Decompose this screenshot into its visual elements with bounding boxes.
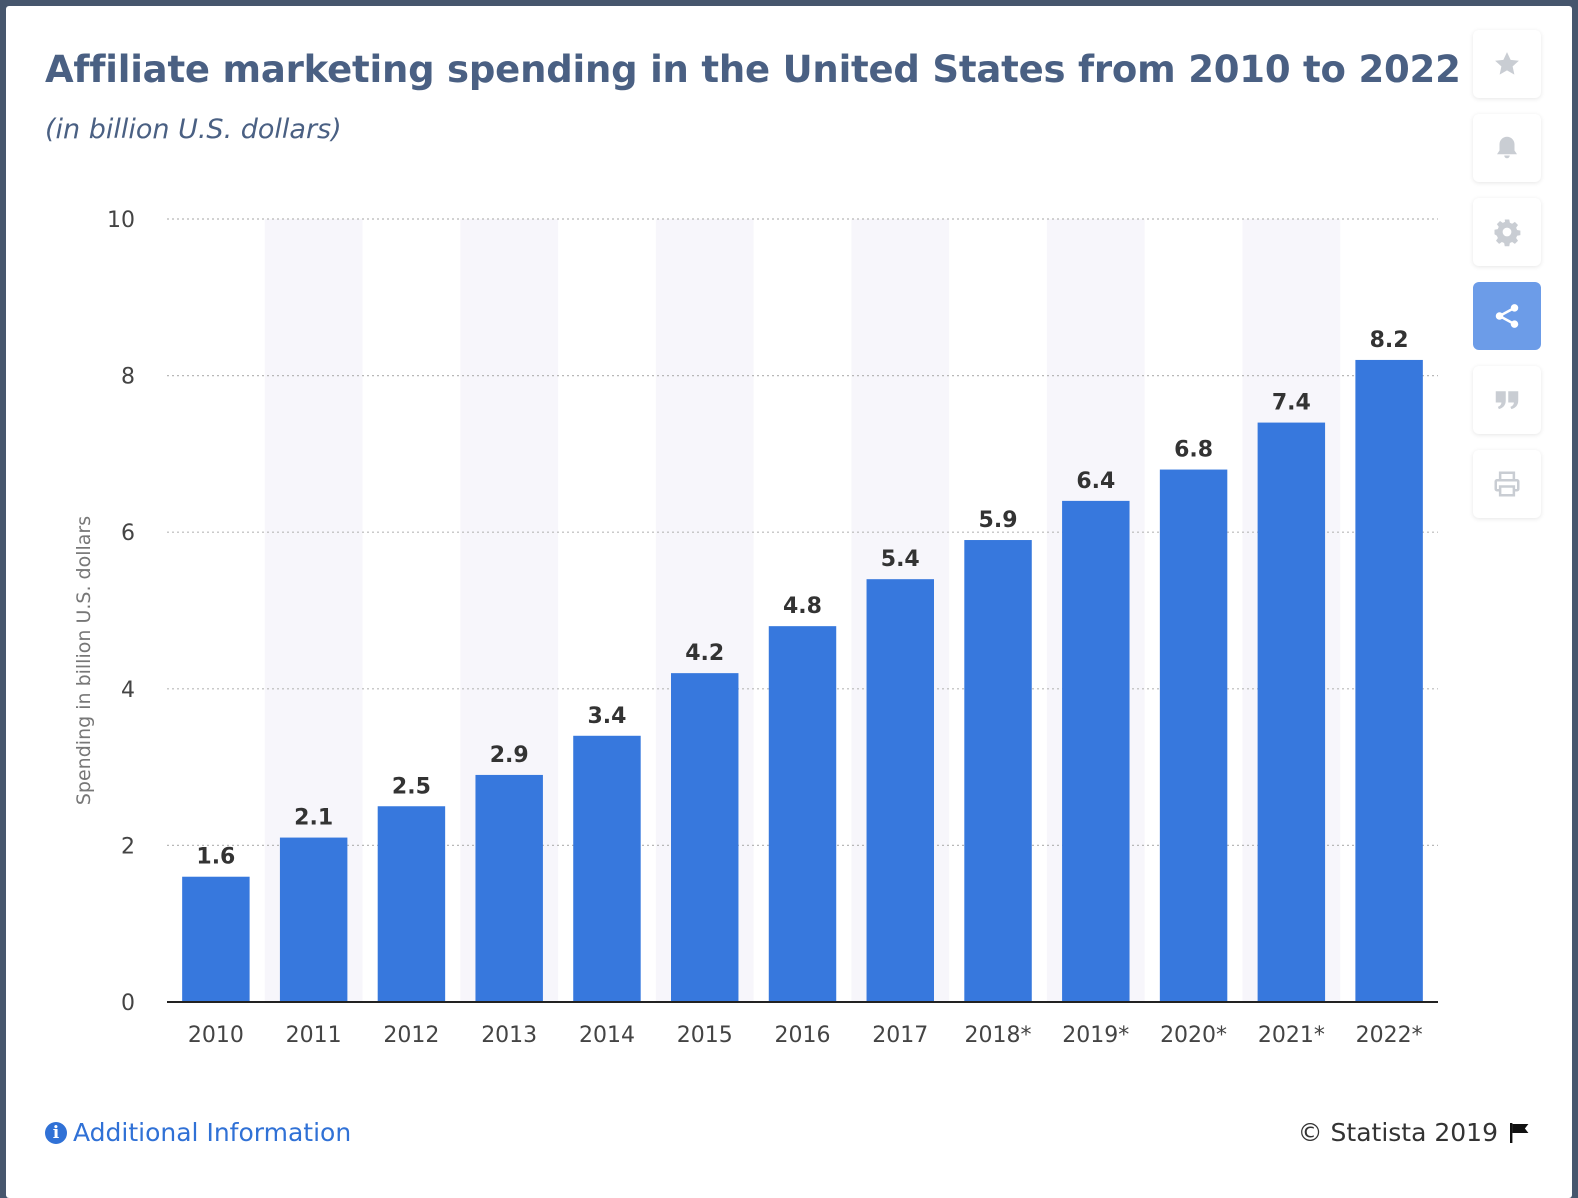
y-tick-label: 2 (121, 834, 135, 859)
x-tick-label: 2010 (188, 1023, 244, 1048)
bar (1062, 500, 1130, 1002)
data-label: 2.5 (392, 774, 431, 799)
bar (964, 540, 1032, 1002)
settings-button[interactable] (1473, 198, 1541, 266)
bar-chart: 0 2 4 6 8 10 Spending in billion U.S. dollars 1… (73, 208, 1438, 1048)
y-axis-label: Spending in billion U.S. dollars (73, 516, 95, 805)
x-tick-label: 2020* (1160, 1023, 1227, 1048)
x-tick-label: 2016 (775, 1023, 831, 1048)
chart-card: Affiliate marketing spending in the Unit… (6, 6, 1572, 1198)
share-icon (1495, 304, 1519, 328)
bar (475, 774, 543, 1002)
data-label: 6.4 (1076, 469, 1115, 494)
bar (279, 837, 348, 1002)
print-button[interactable] (1473, 450, 1541, 518)
x-tick-label: 2017 (872, 1023, 928, 1048)
bar (671, 673, 739, 1002)
x-tick-label: 2021* (1258, 1023, 1325, 1048)
x-tick-label: 2019* (1062, 1023, 1129, 1048)
data-label: 6.8 (1174, 438, 1213, 463)
bell-icon (1497, 136, 1517, 159)
copyright-text: © Statista 2019 (1297, 1118, 1498, 1147)
y-tick-label: 4 (121, 678, 135, 703)
additional-information-label: Additional Information (73, 1118, 352, 1147)
y-tick-label: 8 (121, 365, 135, 390)
x-tick-label: 2014 (579, 1023, 635, 1048)
flag-icon[interactable] (1508, 1122, 1532, 1144)
data-label: 2.1 (294, 806, 333, 831)
data-label: 4.8 (783, 594, 822, 619)
data-label: 8.2 (1370, 328, 1409, 353)
x-tick-label: 2015 (677, 1023, 733, 1048)
x-tick-label: 2011 (286, 1023, 342, 1048)
notification-button[interactable] (1473, 114, 1541, 182)
chart-title: Affiliate marketing spending in the Unit… (45, 48, 1461, 91)
x-tick-label: 2018* (965, 1023, 1032, 1048)
additional-information-link[interactable]: i Additional Information (45, 1118, 351, 1147)
bar (182, 876, 250, 1002)
y-tick-label: 0 (121, 991, 135, 1016)
data-label: 3.4 (587, 704, 626, 729)
x-tick-label: 2022* (1356, 1023, 1423, 1048)
quote-icon (1495, 391, 1519, 410)
data-label: 5.9 (979, 508, 1018, 533)
favorite-button[interactable] (1473, 30, 1541, 98)
y-tick-label: 6 (121, 521, 135, 546)
copyright: © Statista 2019 (1298, 1118, 1532, 1147)
bar (573, 735, 641, 1002)
x-tick-label: 2012 (383, 1023, 439, 1048)
x-tick-label: 2013 (481, 1023, 537, 1048)
share-button[interactable] (1473, 282, 1541, 350)
info-icon: i (45, 1121, 67, 1144)
bar (866, 579, 934, 1002)
gear-icon (1494, 219, 1521, 247)
bar (1257, 422, 1326, 1003)
bar (1159, 469, 1228, 1002)
chart-subtitle: (in billion U.S. dollars) (45, 114, 342, 145)
star-icon (1495, 52, 1519, 75)
data-label: 4.2 (685, 641, 724, 666)
y-tick-label: 10 (107, 208, 135, 233)
bar (377, 806, 446, 1002)
print-icon (1494, 471, 1520, 497)
bar (1355, 359, 1423, 1002)
bar (768, 626, 837, 1002)
data-label: 1.6 (196, 845, 235, 870)
data-label: 5.4 (881, 547, 920, 572)
cite-button[interactable] (1473, 366, 1541, 434)
data-label: 2.9 (490, 743, 529, 768)
data-label: 7.4 (1272, 391, 1311, 416)
